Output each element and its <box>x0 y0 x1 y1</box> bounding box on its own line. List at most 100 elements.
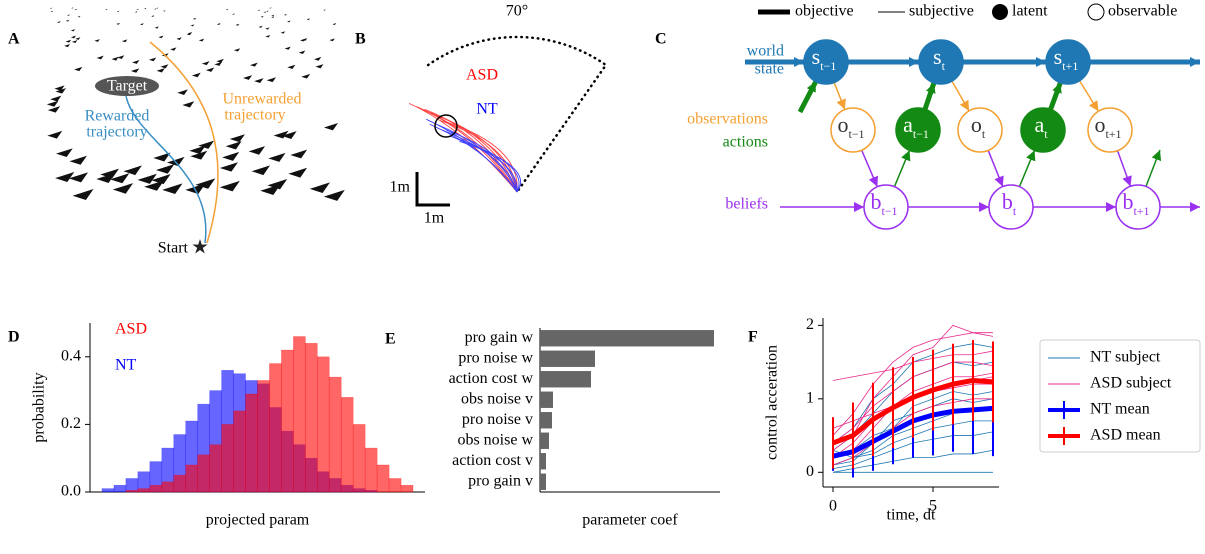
ground-marker <box>323 189 345 201</box>
ground-marker <box>110 173 130 184</box>
ground-marker <box>55 172 75 183</box>
ground-marker <box>68 172 89 183</box>
histogram-bar <box>137 488 151 493</box>
trajectory <box>442 129 518 193</box>
ground-marker <box>139 23 144 26</box>
node-label: st−1 <box>812 44 837 73</box>
trajectory <box>457 138 520 193</box>
ground-marker <box>154 26 159 29</box>
trajectory <box>446 129 518 193</box>
legend-label: ASD <box>115 321 147 338</box>
ground-marker <box>177 89 188 95</box>
legend-node <box>1087 3 1105 21</box>
ground-marker <box>257 9 260 11</box>
node <box>918 39 964 85</box>
scale-label: 1m <box>390 179 411 196</box>
trajectory <box>426 118 518 193</box>
ground-marker <box>254 78 264 83</box>
ground-marker <box>219 162 238 172</box>
category-label: action cost v <box>452 452 533 469</box>
histogram-bar <box>400 484 414 493</box>
histogram-bar <box>125 490 139 493</box>
category-label: obs noise v <box>461 390 533 407</box>
y-tick-label: 2 <box>806 316 814 333</box>
row-label: beliefs <box>725 196 768 213</box>
y-tick-label: 0.2 <box>61 415 81 432</box>
node-symbol: b <box>870 189 881 214</box>
ground-marker <box>187 32 193 35</box>
ground-marker <box>225 141 242 150</box>
bar <box>540 473 546 490</box>
rewarded-trajectory <box>125 95 207 244</box>
histogram-bar <box>257 380 270 493</box>
trajectory <box>430 112 518 193</box>
node-symbol: s <box>933 44 942 69</box>
category-label: pro noise v <box>462 411 533 428</box>
node-symbol: a <box>1034 112 1044 137</box>
row-label: actions <box>723 134 768 151</box>
y-tick-label: 0.4 <box>61 347 81 364</box>
panel-label: A <box>8 31 20 48</box>
node-symbol: o <box>1094 112 1105 137</box>
histogram-bar <box>173 474 187 493</box>
trajectory <box>435 114 518 193</box>
histogram-bar <box>185 464 198 493</box>
arrow <box>893 150 911 187</box>
histogram-bar <box>125 478 139 493</box>
category-label: pro gain w <box>465 329 534 346</box>
node-label: st <box>933 44 946 73</box>
trajectory <box>420 108 518 193</box>
ground-marker <box>243 75 253 80</box>
ground-marker <box>260 15 264 18</box>
group-label: NT <box>476 101 498 118</box>
arrow <box>1078 80 1100 112</box>
ground-marker <box>162 183 183 194</box>
ground-marker <box>280 31 286 34</box>
histogram-bar <box>352 424 366 493</box>
node-label: st+1 <box>1054 44 1079 73</box>
histogram-bar <box>161 481 175 493</box>
bar <box>540 330 714 347</box>
rewarded-label: trajectory <box>86 124 147 141</box>
ground-marker <box>71 7 74 9</box>
ground-marker <box>75 37 81 40</box>
arrow <box>987 150 1004 187</box>
histogram-bar <box>305 342 318 493</box>
ground-marker <box>67 14 70 16</box>
ground-marker <box>315 64 324 69</box>
target-circle <box>434 114 458 138</box>
ground-marker <box>158 35 164 39</box>
node-subscript: t+1 <box>1133 204 1149 218</box>
panel-label: D <box>8 329 20 346</box>
ground-marker <box>116 22 120 25</box>
ground-marker <box>176 37 182 40</box>
ground-marker <box>306 18 310 21</box>
ground-marker <box>134 11 138 13</box>
ground-marker <box>105 8 108 11</box>
arrow <box>833 82 846 110</box>
ground-marker <box>323 123 339 131</box>
y-axis-label: probability <box>31 372 48 442</box>
bar <box>540 391 553 408</box>
node-symbol: b <box>1002 189 1013 214</box>
ground-marker <box>248 146 266 155</box>
category-label: obs noise w <box>457 431 533 448</box>
arrow <box>1018 150 1036 187</box>
ground-marker <box>266 10 269 12</box>
ground-marker <box>50 10 54 13</box>
node <box>1087 107 1133 153</box>
unrewarded-label: Unrewarded <box>222 91 301 108</box>
ground-marker <box>249 62 258 67</box>
node-subscript: t−1 <box>913 127 929 141</box>
x-tick-label: 0 <box>829 498 837 515</box>
ground-marker <box>70 35 76 39</box>
row-label: world <box>747 43 784 60</box>
ground-marker <box>271 14 275 17</box>
subject-line <box>832 324 994 451</box>
legend-label: NT subject <box>1090 349 1161 366</box>
ground-marker <box>190 24 195 27</box>
bar <box>540 412 552 429</box>
ground-marker <box>111 56 119 61</box>
ground-marker <box>201 61 210 66</box>
